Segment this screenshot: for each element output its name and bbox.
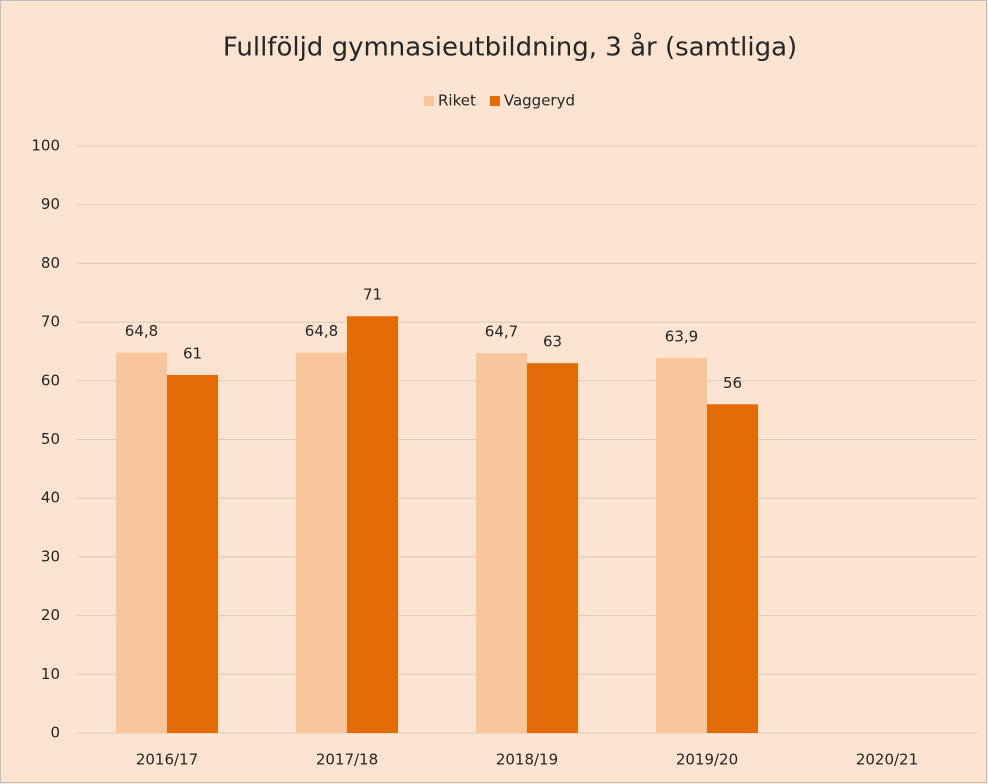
y-tick-label: 80 <box>41 254 60 272</box>
bar <box>296 352 347 733</box>
bar <box>527 363 578 733</box>
bar <box>347 316 398 733</box>
data-label: 64,8 <box>125 322 158 340</box>
x-tick-label: 2020/21 <box>856 751 918 769</box>
bar <box>656 357 707 733</box>
data-label: 64,7 <box>485 323 518 341</box>
y-tick-label: 50 <box>41 430 60 448</box>
legend-swatch <box>489 96 500 106</box>
x-tick-label: 2017/18 <box>316 751 378 769</box>
chart-title: Fullföljd gymnasieutbildning, 3 år (samt… <box>223 32 797 63</box>
legend-label: Riket <box>438 92 476 110</box>
y-tick-label: 30 <box>41 547 60 565</box>
bar <box>476 353 527 733</box>
data-label: 63,9 <box>665 327 698 345</box>
y-tick-label: 90 <box>41 195 60 213</box>
y-tick-label: 40 <box>41 489 60 507</box>
data-label: 61 <box>183 344 202 362</box>
y-tick-label: 10 <box>41 665 60 683</box>
y-tick-label: 70 <box>41 313 60 331</box>
y-tick-label: 100 <box>31 137 60 155</box>
x-tick-label: 2018/19 <box>496 751 558 769</box>
data-label: 64,8 <box>305 322 338 340</box>
y-tick-label: 0 <box>50 724 60 742</box>
bar <box>167 374 218 733</box>
legend-label: Vaggeryd <box>504 92 575 110</box>
bar <box>707 404 758 733</box>
bar <box>116 352 167 733</box>
x-tick-label: 2016/17 <box>136 751 198 769</box>
y-tick-label: 20 <box>41 606 60 624</box>
x-tick-label: 2019/20 <box>676 751 738 769</box>
y-tick-label: 60 <box>41 371 60 389</box>
data-label: 56 <box>723 374 742 392</box>
legend-swatch <box>424 96 434 106</box>
data-label: 63 <box>543 333 562 351</box>
data-label: 71 <box>363 286 382 304</box>
